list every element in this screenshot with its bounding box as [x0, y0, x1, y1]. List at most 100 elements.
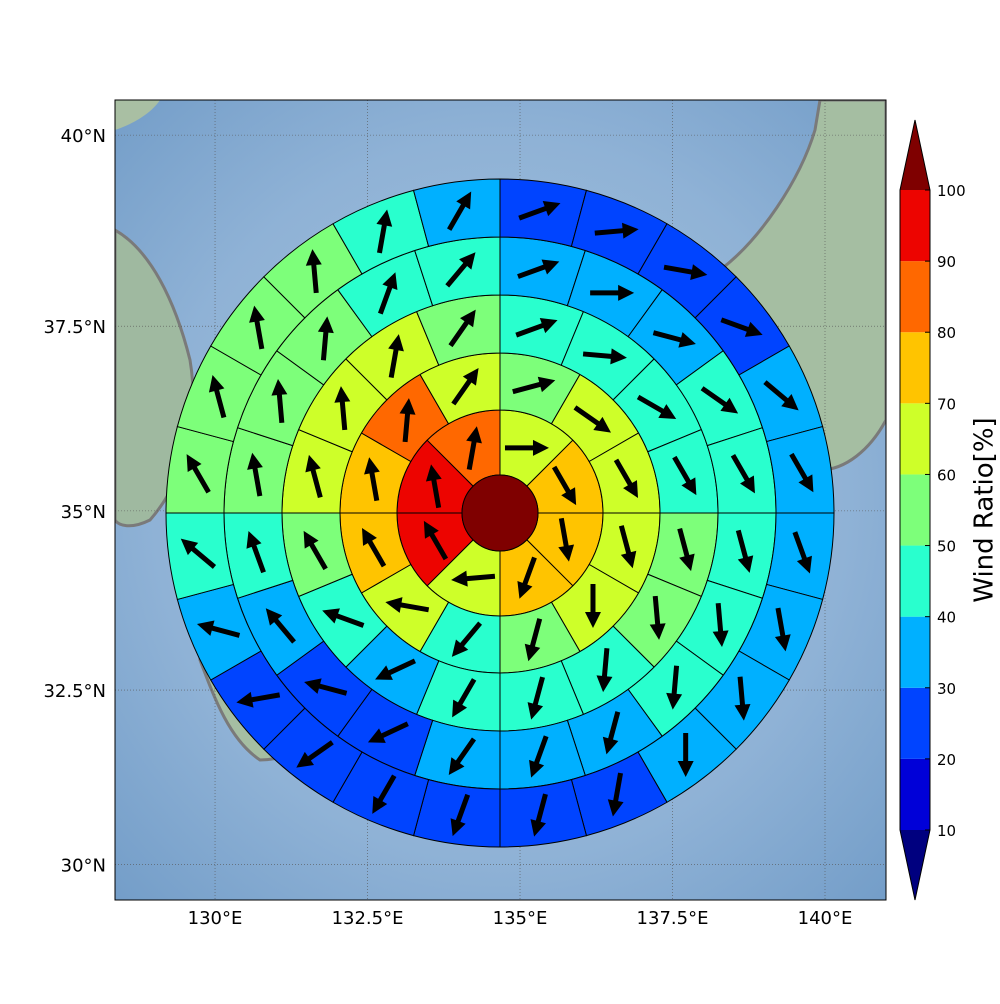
wind-arrow [317, 316, 334, 361]
colorbar: 10 20 30 40 50 60 70 80 90 100 [899, 119, 966, 901]
sector [765, 512, 835, 601]
wind-arrow [730, 454, 755, 494]
wind-arrow [196, 620, 241, 638]
wind-arrow [376, 209, 393, 254]
wind-arrow [304, 678, 348, 696]
wind-arrow [792, 531, 812, 574]
wind-arrow [594, 222, 639, 239]
colorbar-segment [900, 261, 930, 333]
wind-arrow [517, 259, 560, 279]
wind-arrow [334, 386, 351, 431]
wind-arrow [789, 452, 814, 493]
wind-arrow [613, 458, 639, 499]
colorbar-segment [900, 758, 930, 830]
wind-arrow [296, 740, 334, 768]
x-tick-label: 132.5°E [332, 908, 404, 929]
wind-arrow [375, 658, 416, 680]
x-tick-label: 137.5°E [637, 908, 709, 929]
wind-arrow [515, 318, 558, 338]
wind-arrow [618, 525, 637, 569]
colorbar-segment [900, 687, 930, 759]
colorbar-tick-label: 10 [937, 822, 956, 840]
center-disc [461, 474, 539, 552]
wind-arrow [186, 454, 211, 494]
wind-arrow [504, 439, 549, 456]
colorbar-extend-min [900, 830, 930, 900]
y-tick-label: 40°N [61, 126, 106, 147]
colorbar-tick-label: 40 [937, 609, 956, 627]
wind-arrow [735, 529, 754, 573]
wind-arrow [636, 394, 677, 419]
wind-arrow [529, 735, 549, 778]
wind-arrow [452, 678, 477, 718]
colorbar-segment [900, 474, 930, 546]
wind-arrow [305, 249, 322, 294]
wind-arrow [466, 426, 482, 470]
x-tick-label: 140°E [798, 908, 853, 929]
colorbar-segment [900, 332, 930, 404]
wind-arrow [596, 648, 613, 693]
wind-arrow [666, 665, 683, 710]
wind-arrow [322, 608, 365, 628]
wind-arrow [249, 305, 265, 350]
wind-arrow [582, 348, 627, 365]
wind-arrow [388, 334, 404, 378]
wind-arrow [247, 452, 263, 497]
colorbar-tick-label: 30 [937, 680, 956, 698]
wind-arrow [448, 737, 477, 775]
sector [165, 425, 235, 514]
wind-arrow [551, 465, 577, 506]
y-tick-label: 35°N [61, 502, 106, 523]
wind-arrow [305, 454, 323, 499]
wind-arrow [361, 527, 387, 568]
wind-arrow [590, 284, 635, 301]
wind-arrow [445, 252, 476, 288]
colorbar-segment [900, 545, 930, 617]
wind-arrow [180, 538, 217, 569]
wind-arrow [677, 732, 694, 777]
colorbar-tick-label: 100 [937, 182, 966, 200]
wind-arrow [451, 367, 479, 406]
wind-arrow [720, 317, 763, 337]
wind-arrow [558, 517, 575, 562]
x-tick-label: 135°E [493, 908, 548, 929]
wind-arrow [364, 457, 380, 502]
wind-arrow [517, 556, 537, 599]
y-tick-label: 37.5°N [43, 317, 106, 338]
wind-arrow [649, 595, 666, 640]
wind-arrow [763, 380, 799, 411]
wind-arrow [677, 527, 695, 572]
wind-arrow [451, 570, 496, 587]
wind-arrow [303, 530, 328, 571]
wind-arrow [448, 309, 476, 348]
x-tick-label: 130°E [188, 908, 243, 929]
wind-arrow [423, 520, 449, 561]
wind-arrow [450, 793, 471, 837]
colorbar-segment [900, 403, 930, 475]
map-frame [114, 99, 887, 901]
sector [412, 778, 501, 848]
wind-arrow [447, 191, 472, 231]
wind-arrow [208, 375, 227, 419]
wind-arrow [367, 721, 409, 743]
colorbar-tick-label: 80 [937, 324, 956, 342]
wind-arrow [663, 264, 708, 280]
wind-arrow [377, 272, 398, 315]
colorbar-tick-label: 90 [937, 253, 956, 271]
axis-ticks: 130°E 132.5°E 135°E 137.5°E 140°E 30°N 32.5°N 3… [43, 126, 852, 929]
sector [499, 178, 588, 248]
wind-arrow [584, 583, 601, 628]
y-tick-label: 32.5°N [43, 681, 106, 702]
colorbar-extend-max [900, 120, 930, 190]
wind-arrow [372, 774, 397, 814]
wind-arrow [734, 676, 751, 721]
wind-arrow [774, 607, 791, 652]
wind-arrow [700, 386, 739, 414]
wind-arrow [573, 405, 612, 433]
wind-arrow [518, 201, 561, 221]
wind-arrow [672, 455, 697, 496]
wind-arrow [271, 378, 288, 423]
wind-arrow [527, 676, 545, 720]
